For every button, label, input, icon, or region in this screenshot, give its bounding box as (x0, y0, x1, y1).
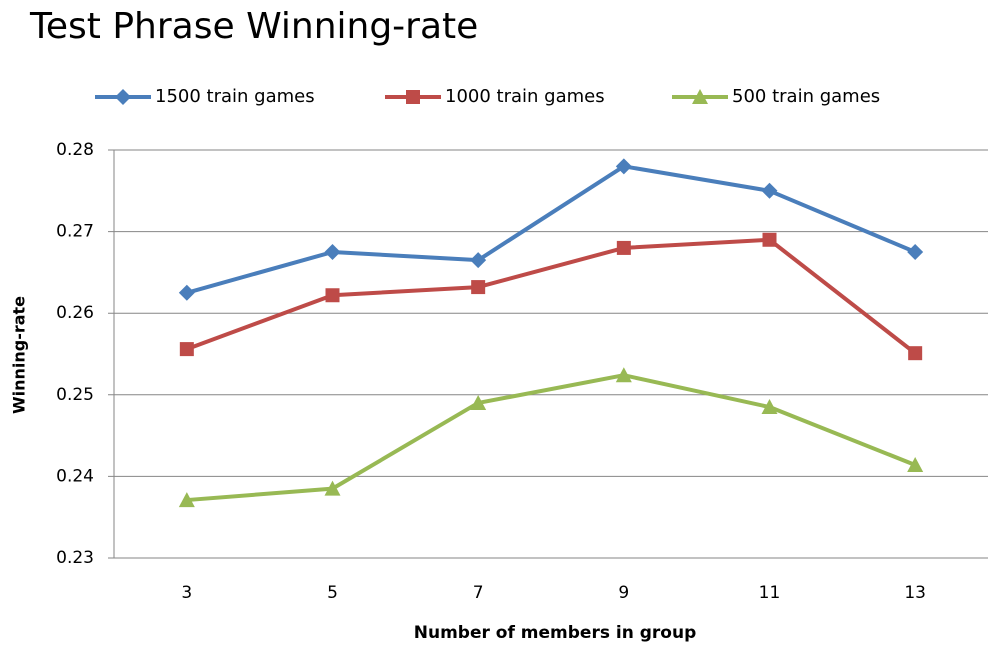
data-point (179, 342, 194, 357)
x-tick-label: 5 (327, 583, 338, 603)
x-tick-label: 3 (181, 583, 192, 603)
data-point (178, 284, 195, 301)
data-point (761, 399, 778, 415)
y-tick-label: 0.27 (56, 222, 94, 242)
series-line (186, 164, 916, 295)
x-tick-label: 11 (759, 583, 781, 603)
legend-label: 1500 train games (155, 86, 315, 107)
y-tick-label: 0.28 (56, 140, 94, 160)
data-point (471, 280, 486, 295)
data-point (324, 244, 341, 260)
y-tick-label: 0.25 (56, 385, 94, 405)
data-point (470, 394, 487, 410)
x-axis-label: Number of members in group (414, 623, 696, 643)
data-point (325, 288, 340, 303)
y-tick-label: 0.24 (56, 466, 94, 486)
data-point (178, 492, 195, 508)
chart-title: Test Phrase Winning-rate (29, 6, 478, 47)
data-point (908, 346, 923, 361)
legend-marker (406, 90, 420, 104)
legend-label: 500 train games (732, 86, 880, 107)
data-point (615, 367, 632, 383)
x-tick-label: 7 (473, 583, 484, 603)
data-point (324, 480, 341, 496)
y-tick-label: 0.26 (56, 303, 94, 323)
data-point (907, 456, 924, 472)
data-point (907, 244, 924, 260)
x-tick-label: 13 (904, 583, 926, 603)
data-point (616, 240, 631, 255)
series-line (186, 373, 916, 503)
y-axis-label: Winning-rate (10, 296, 29, 414)
legend-marker (115, 89, 131, 105)
data-point (761, 182, 778, 199)
legend-marker (692, 89, 708, 104)
data-point (762, 232, 777, 247)
data-point (470, 252, 487, 269)
y-tick-label: 0.23 (56, 548, 94, 568)
x-tick-label: 9 (618, 583, 629, 603)
series-line (186, 237, 917, 355)
data-point (615, 158, 632, 175)
legend-label: 1000 train games (445, 86, 605, 107)
